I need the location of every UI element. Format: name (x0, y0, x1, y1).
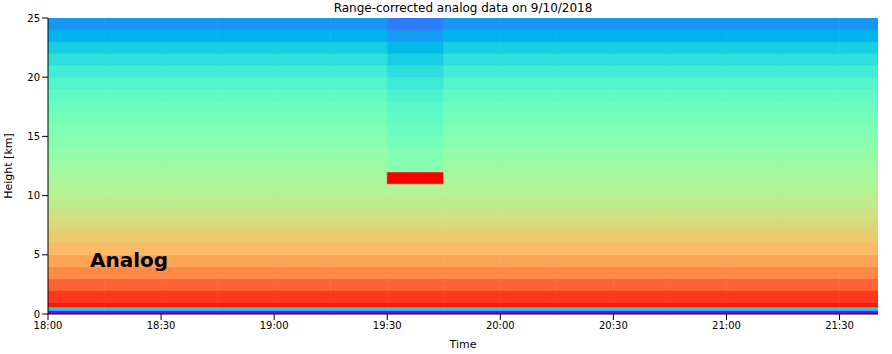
svg-text:18:00: 18:00 (34, 320, 63, 331)
html-text:Analog: Analog (90, 247, 169, 272)
svg-text:18:30: 18:30 (147, 320, 176, 331)
svg-text:19:00: 19:00 (260, 320, 289, 331)
svg-text:20: 20 (27, 72, 40, 83)
svg-text:21:00: 21:00 (712, 320, 741, 331)
svg-text:Height [km]: Height [km] (2, 133, 15, 199)
svg-text:20:00: 20:00 (486, 320, 515, 331)
svg-text:10: 10 (27, 190, 40, 201)
svg-text:21:30: 21:30 (825, 320, 854, 331)
svg-text:20:30: 20:30 (599, 320, 628, 331)
svg-text:15: 15 (27, 131, 40, 142)
svg-text:25: 25 (27, 13, 40, 24)
html-text:Range-corrected analog data on: Range-corrected analog data on 9/10/2018 (333, 1, 593, 15)
svg-text:Time: Time (449, 338, 477, 351)
svg-text:5: 5 (34, 249, 40, 260)
svg-text:19:30: 19:30 (373, 320, 402, 331)
svg-text:0: 0 (34, 309, 40, 320)
